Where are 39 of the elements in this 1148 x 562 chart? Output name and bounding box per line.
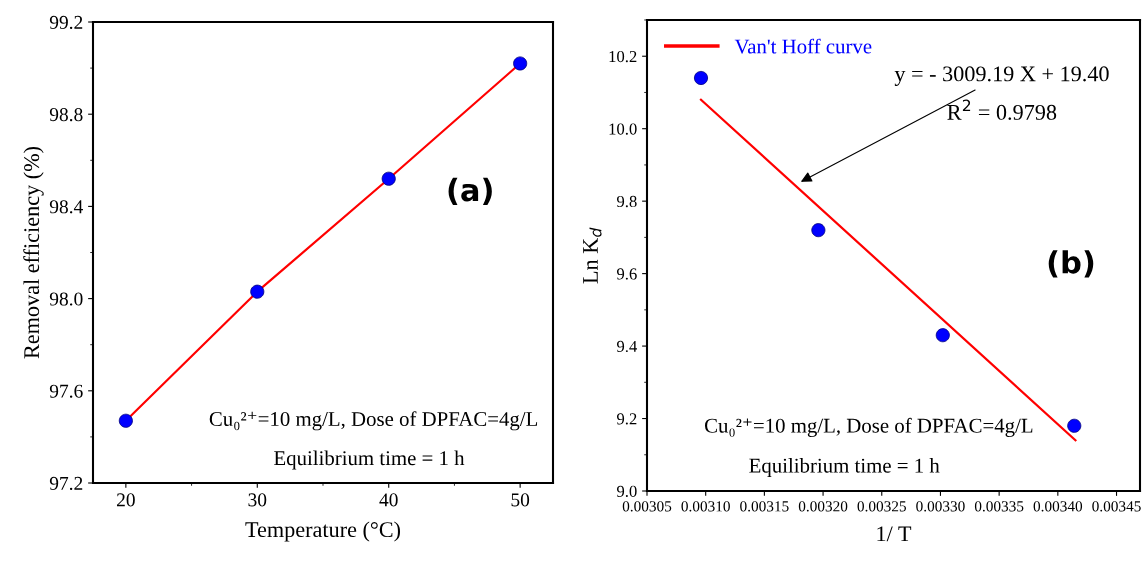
x-tick-label: 0.00315 — [740, 501, 789, 512]
y-tick-label: 98.0 — [49, 292, 83, 306]
y-tick-label: 9.4 — [616, 340, 638, 353]
x-tick-label: 0.00335 — [974, 501, 1024, 512]
annotation: Cu₀²⁺=10 mg/L, Dose of DPFAC=4g/L — [704, 417, 1033, 437]
y-tick-label: 9.6 — [616, 268, 637, 280]
annotation: Equilibrium time = 1 h — [749, 458, 940, 477]
annotation: Equilibrium time = 1 h — [274, 450, 465, 470]
x-tick-label: 20 — [116, 493, 135, 507]
x-tick-label: 0.00320 — [798, 501, 848, 512]
y-tick-label: 98.8 — [49, 108, 83, 122]
y-axis-title: Removal efficiency (%) — [23, 146, 44, 359]
annotation: R$^{2}$ = 0.9798 — [947, 99, 1057, 120]
y-axis-title: Ln K$_{d}$ — [583, 227, 602, 284]
x-axis-title: Temperature (°C) — [245, 521, 401, 542]
annotation: y = - 3009.19 X + 19.40 — [894, 66, 1109, 86]
x-axis-title: 1/ T — [877, 526, 912, 542]
x-tick-label: 0.00330 — [916, 501, 965, 512]
x-tick-label: 0.00345 — [1092, 501, 1141, 512]
annotation: (a) — [448, 177, 492, 206]
x-tick-label: 40 — [379, 493, 398, 507]
y-tick-label: 97.2 — [49, 476, 83, 491]
y-tick-label: 98.4 — [49, 200, 83, 214]
x-tick-label: 0.00305 — [622, 501, 672, 512]
x-tick-label: 0.00310 — [681, 501, 730, 512]
x-tick-label: 30 — [248, 493, 267, 507]
y-tick-label: 97.6 — [49, 384, 83, 398]
annotation: Cu₀²⁺=10 mg/L, Dose of DPFAC=4g/L — [209, 411, 538, 431]
y-tick-label: 9.8 — [616, 195, 637, 208]
x-tick-label: 50 — [511, 493, 530, 507]
y-tick-label: 10.2 — [609, 50, 637, 63]
annotation: (b) — [1048, 250, 1094, 278]
y-tick-label: 10.0 — [609, 123, 637, 135]
legend-label: Van't Hoff curve — [734, 38, 872, 54]
x-tick-label: 0.00340 — [1033, 501, 1083, 512]
x-tick-label: 0.00325 — [857, 501, 906, 512]
y-tick-label: 9.0 — [616, 485, 637, 498]
y-tick-label: 99.2 — [49, 15, 83, 30]
y-tick-label: 9.2 — [616, 413, 637, 425]
